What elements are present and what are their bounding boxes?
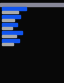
Bar xyxy=(2,23,17,26)
Bar xyxy=(0,3,64,6)
Bar xyxy=(2,35,16,37)
Bar xyxy=(2,19,14,21)
Bar xyxy=(2,11,18,13)
Bar xyxy=(2,39,19,42)
Bar xyxy=(2,7,26,10)
Bar xyxy=(2,27,12,29)
Bar xyxy=(2,15,20,18)
Bar xyxy=(2,31,22,34)
Bar xyxy=(2,43,13,45)
